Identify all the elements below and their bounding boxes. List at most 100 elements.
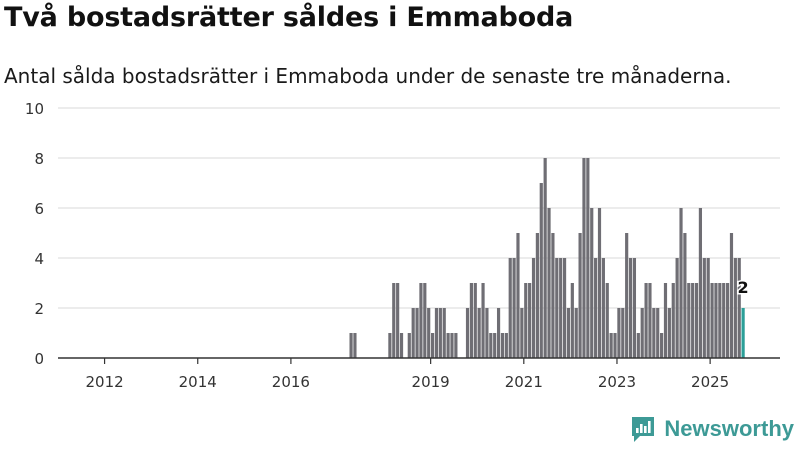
y-tick-label: 2 xyxy=(34,300,44,318)
bar xyxy=(663,283,668,358)
bars xyxy=(349,158,745,358)
bar xyxy=(512,258,516,358)
bar xyxy=(419,283,423,358)
bar xyxy=(687,283,691,358)
bar xyxy=(597,208,602,358)
bar xyxy=(702,258,706,358)
bar xyxy=(570,283,574,358)
y-tick-label: 8 xyxy=(34,150,44,168)
bar xyxy=(636,333,640,358)
bar xyxy=(574,308,578,358)
bar xyxy=(551,233,555,358)
bar xyxy=(733,258,737,358)
bar xyxy=(469,283,473,358)
bar xyxy=(415,308,419,358)
brand-name: Newsworthy xyxy=(664,416,794,441)
bar xyxy=(543,158,547,358)
bar xyxy=(621,308,625,358)
newsworthy-logo-icon xyxy=(632,417,655,442)
bar xyxy=(698,208,703,358)
bar xyxy=(481,283,485,358)
bar xyxy=(679,208,683,358)
bar xyxy=(504,333,508,358)
bar xyxy=(582,158,586,358)
bar xyxy=(434,308,439,358)
x-axis-tick-labels: 2012 2014 2016 2019 2021 2023 2025 xyxy=(85,373,729,391)
bar xyxy=(566,308,571,358)
bar xyxy=(714,283,718,358)
data-labels: 2 xyxy=(736,277,750,299)
bar xyxy=(562,258,567,358)
bar xyxy=(446,333,450,358)
bar xyxy=(613,333,617,358)
bar xyxy=(667,308,671,358)
x-tick-label: 2025 xyxy=(691,373,729,391)
x-tick-label: 2016 xyxy=(272,373,310,391)
x-axis xyxy=(58,357,780,364)
y-tick-label: 0 xyxy=(34,350,44,368)
bar xyxy=(438,308,442,358)
bar xyxy=(737,258,741,358)
gridlines xyxy=(58,107,780,309)
bar xyxy=(710,283,714,358)
bar xyxy=(683,233,687,358)
bar xyxy=(718,283,722,358)
bar xyxy=(671,283,675,358)
bar xyxy=(694,283,699,358)
bar xyxy=(477,308,481,358)
bar xyxy=(628,258,633,358)
bar xyxy=(454,333,458,358)
bar xyxy=(601,258,605,358)
bar xyxy=(652,308,656,358)
chart-subtitle: Antal sålda bostadsrätter i Emmaboda und… xyxy=(4,64,732,88)
bar xyxy=(547,208,551,358)
bar xyxy=(609,333,613,358)
bar xyxy=(423,283,427,358)
bar xyxy=(605,283,609,358)
bar xyxy=(528,283,532,358)
bar xyxy=(617,308,621,358)
bar xyxy=(500,333,505,358)
bar xyxy=(722,283,726,358)
bar xyxy=(508,258,512,358)
bar xyxy=(535,233,539,358)
bar xyxy=(726,283,730,358)
bar xyxy=(520,308,524,358)
bar xyxy=(660,333,664,358)
bar xyxy=(644,283,648,358)
bar xyxy=(516,233,520,358)
bar xyxy=(640,308,644,358)
bar xyxy=(559,258,563,358)
bar xyxy=(388,333,392,358)
x-tick-label: 2012 xyxy=(85,373,123,391)
bar xyxy=(656,308,660,358)
bar xyxy=(485,308,489,358)
x-tick-label: 2019 xyxy=(412,373,450,391)
brand-logo[interactable]: Newsworthy xyxy=(630,414,794,444)
bar xyxy=(594,258,598,358)
bar xyxy=(493,333,497,358)
x-tick-label: 2021 xyxy=(505,373,543,391)
bar xyxy=(632,258,637,358)
bar xyxy=(706,258,710,358)
y-tick-label: 6 xyxy=(34,200,44,218)
bar xyxy=(392,283,396,358)
bar xyxy=(531,258,536,358)
bar xyxy=(524,283,528,358)
bar xyxy=(407,333,411,358)
bar xyxy=(586,158,590,358)
bar xyxy=(648,283,652,358)
chart-title: Två bostadsrätter såldes i Emmaboda xyxy=(4,2,574,33)
bar xyxy=(465,308,470,358)
y-tick-label: 4 xyxy=(34,250,44,268)
bar xyxy=(450,333,454,358)
bar xyxy=(590,208,594,358)
bar xyxy=(729,233,734,358)
bar-highlight xyxy=(741,308,745,358)
bar xyxy=(496,308,501,358)
data-label: 2 xyxy=(738,278,749,297)
bar xyxy=(539,183,543,358)
bar xyxy=(353,333,357,358)
bar xyxy=(691,283,695,358)
bar xyxy=(349,333,353,358)
